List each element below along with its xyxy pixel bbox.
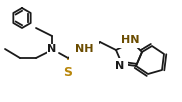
Text: N: N [115, 61, 125, 71]
Text: S: S [64, 67, 72, 79]
Text: HN: HN [121, 35, 139, 45]
Text: N: N [47, 44, 57, 54]
Text: NH: NH [75, 44, 93, 54]
